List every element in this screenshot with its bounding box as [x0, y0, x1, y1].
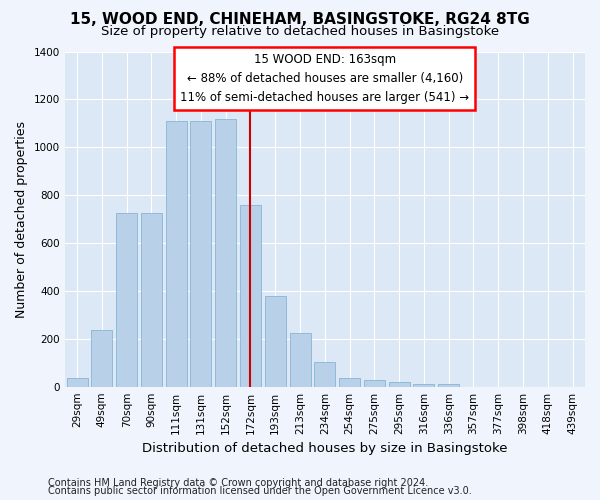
- Y-axis label: Number of detached properties: Number of detached properties: [15, 120, 28, 318]
- Bar: [91, 330, 112, 386]
- Text: 15, WOOD END, CHINEHAM, BASINGSTOKE, RG24 8TG: 15, WOOD END, CHINEHAM, BASINGSTOKE, RG2…: [70, 12, 530, 28]
- Bar: [438, 384, 459, 386]
- Bar: [116, 213, 137, 386]
- Bar: [265, 296, 286, 386]
- Bar: [215, 118, 236, 386]
- Text: Size of property relative to detached houses in Basingstoke: Size of property relative to detached ho…: [101, 25, 499, 38]
- Bar: [364, 380, 385, 386]
- Text: Contains public sector information licensed under the Open Government Licence v3: Contains public sector information licen…: [48, 486, 472, 496]
- Text: 15 WOOD END: 163sqm
← 88% of detached houses are smaller (4,160)
11% of semi-det: 15 WOOD END: 163sqm ← 88% of detached ho…: [180, 53, 469, 104]
- Bar: [166, 121, 187, 386]
- Bar: [389, 382, 410, 386]
- Bar: [67, 378, 88, 386]
- Bar: [190, 121, 211, 386]
- Bar: [413, 384, 434, 386]
- X-axis label: Distribution of detached houses by size in Basingstoke: Distribution of detached houses by size …: [142, 442, 508, 455]
- Bar: [240, 204, 261, 386]
- Bar: [314, 362, 335, 386]
- Bar: [141, 213, 162, 386]
- Bar: [339, 378, 360, 386]
- Bar: [290, 333, 311, 386]
- Text: Contains HM Land Registry data © Crown copyright and database right 2024.: Contains HM Land Registry data © Crown c…: [48, 478, 428, 488]
